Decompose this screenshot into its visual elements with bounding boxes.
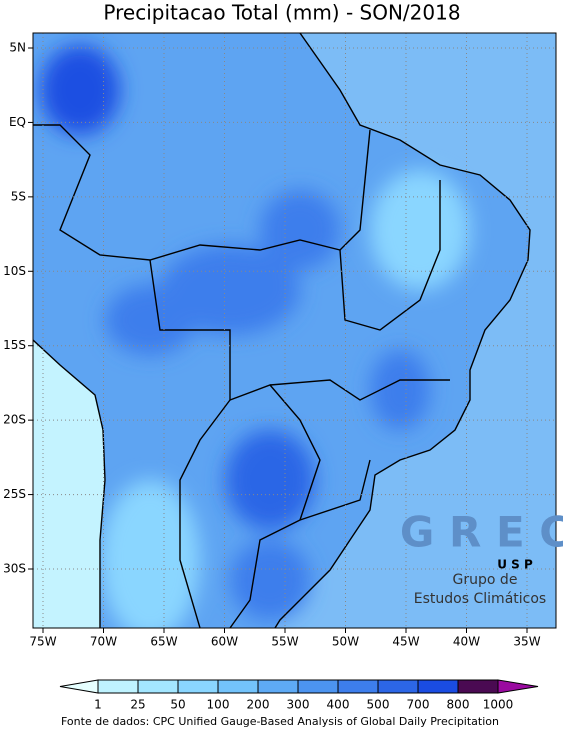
colorbar-label: 300 bbox=[287, 698, 310, 712]
lon-label: 70W bbox=[90, 635, 117, 649]
lon-label: 65W bbox=[150, 635, 177, 649]
logo-sub: U S P bbox=[497, 558, 533, 572]
lat-label: 10S bbox=[3, 264, 26, 278]
ocean-west bbox=[33, 340, 105, 628]
lon-label: 55W bbox=[271, 635, 298, 649]
precip-blobs bbox=[40, 45, 470, 628]
lon-label: 60W bbox=[211, 635, 238, 649]
colorbar-box bbox=[217, 679, 259, 694]
logo: G R E C U S P Grupo de Estudos Climático… bbox=[400, 508, 563, 608]
colorbar-box bbox=[297, 679, 339, 694]
colorbar-box bbox=[257, 679, 299, 694]
lat-label: 15S bbox=[3, 338, 26, 352]
lon-label: 75W bbox=[29, 635, 56, 649]
colorbar-box bbox=[337, 679, 379, 694]
colorbar-box bbox=[417, 679, 459, 694]
lat-label: 25S bbox=[3, 487, 26, 501]
lat-label: 20S bbox=[3, 413, 26, 427]
map bbox=[33, 33, 556, 628]
colorbar-arrow bbox=[497, 679, 539, 694]
logo-line1: Grupo de bbox=[453, 572, 518, 588]
colorbar-label: 25 bbox=[130, 698, 145, 712]
lon-label: 50W bbox=[332, 635, 359, 649]
title: Precipitacao Total (mm) - SON/2018 bbox=[103, 1, 460, 25]
lat-label: 5N bbox=[9, 41, 26, 55]
colorbar-box bbox=[377, 679, 419, 694]
colorbar-label: 500 bbox=[367, 698, 390, 712]
colorbar-label: 1 bbox=[94, 698, 102, 712]
ocean-east bbox=[275, 33, 556, 628]
lat-label: EQ bbox=[9, 115, 26, 129]
colorbar-box bbox=[177, 679, 219, 694]
map-frame bbox=[32, 32, 557, 629]
colorbar-label: 1000 bbox=[483, 698, 514, 712]
lat-label: 30S bbox=[3, 562, 26, 576]
lat-label: 5S bbox=[11, 189, 26, 203]
source: Fonte de dados: CPC Unified Gauge-Based … bbox=[61, 715, 499, 728]
colorbar-label: 700 bbox=[407, 698, 430, 712]
lon-label: 40W bbox=[453, 635, 480, 649]
colorbar-arrow bbox=[59, 679, 99, 694]
colorbar-label: 100 bbox=[207, 698, 230, 712]
colorbar-box bbox=[137, 679, 179, 694]
colorbar-label: 50 bbox=[170, 698, 185, 712]
coastline bbox=[33, 33, 531, 628]
lon-label: 45W bbox=[392, 635, 419, 649]
colorbar-box bbox=[97, 679, 139, 694]
lon-label: 35W bbox=[513, 635, 540, 649]
logo-line2: Estudos Climáticos bbox=[414, 591, 546, 607]
colorbar-label: 200 bbox=[247, 698, 270, 712]
colorbar-label: 400 bbox=[327, 698, 350, 712]
colorbar: 1 25 50 100 200 300 400 500 700 800 1000 bbox=[59, 679, 539, 712]
logo-letters: G R E C bbox=[400, 508, 563, 557]
colorbar-label: 800 bbox=[447, 698, 470, 712]
colorbar-box bbox=[457, 679, 499, 694]
